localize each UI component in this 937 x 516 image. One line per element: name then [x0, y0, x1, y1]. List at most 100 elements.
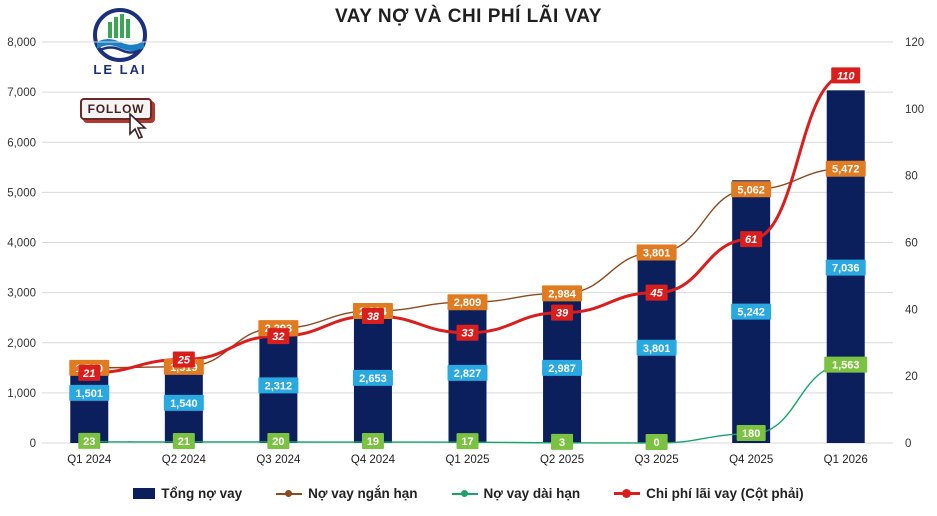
interest-expense-label-text: 33	[461, 328, 473, 340]
right-axis: 0 20 40 60 80 100 120	[905, 37, 924, 450]
left-tick-label: 6,000	[7, 137, 36, 149]
interest-expense-label-bg	[172, 351, 195, 368]
bars-layer	[70, 90, 865, 444]
follow-button[interactable]: FOLLOW	[80, 98, 152, 120]
long-term-debt-label-text: 180	[742, 428, 760, 440]
long-term-debt-label-text: 20	[272, 436, 284, 448]
interest-expense-label-text: 38	[367, 311, 380, 323]
total-debt-label: 3,801	[636, 339, 677, 356]
legend-label: Nợ vay ngắn hạn	[308, 486, 418, 501]
left-axis: 0 1,000 2,000 3,000 4,000 5,000 6,000 7,000 8,00…	[7, 37, 36, 450]
right-tick-label: 100	[905, 104, 924, 116]
long-term-debt-label-bg	[78, 432, 101, 449]
left-tick-label: 7,000	[7, 87, 36, 99]
legend-line-swatch	[614, 488, 641, 499]
total-debt-label-text: 2,653	[359, 373, 387, 385]
interest-expense-label-bg	[456, 324, 479, 341]
short-term-debt-label-text: 5,062	[737, 184, 765, 196]
total-debt-label-bg	[352, 369, 393, 386]
total-debt-label: 2,987	[542, 359, 583, 376]
short-term-debt-label-text: 3,801	[643, 247, 671, 259]
legend-item-total-debt: Tổng nợ vay	[133, 486, 242, 501]
total-debt-label-text: 7,036	[832, 263, 860, 275]
long-term-debt-label-bg	[824, 356, 868, 373]
long-term-debt-label-bg	[551, 433, 574, 450]
long-term-debt-label: 23	[78, 432, 101, 449]
total-debt-label-bg	[69, 384, 110, 401]
category-label: Q3 2025	[635, 454, 679, 466]
legend-item-long-term: Nợ vay dài hạn	[451, 486, 581, 501]
long-term-debt-label-text: 1,563	[832, 360, 860, 372]
total-debt-label-bg	[447, 364, 488, 381]
legend-item-interest-expense: Chi phí lãi vay (Cột phải)	[614, 486, 804, 501]
left-tick-label: 8,000	[7, 37, 36, 49]
right-tick-label: 60	[905, 238, 918, 250]
short-term-debt-label: 3,801	[636, 244, 677, 261]
total-debt-label-bg	[258, 377, 299, 394]
interest-expense-label: 25	[172, 351, 195, 368]
long-term-debt-label: 21	[172, 432, 195, 449]
long-term-debt-label: 17	[456, 433, 479, 450]
category-label: Q2 2025	[540, 454, 584, 466]
total-debt-label-bg	[542, 359, 583, 376]
interest-expense-label-text: 110	[837, 70, 855, 82]
chart-title: VAY NỢ VÀ CHI PHÍ LÃI VAY	[335, 6, 602, 27]
interest-expense-label-bg	[740, 231, 763, 248]
data-labels-layer: 1,501 1,540 2,312 2,653 2,827 2,987 3,801 5,242…	[69, 67, 868, 450]
short-term-debt-label-text: 2,809	[454, 297, 482, 309]
short-term-debt-label: 2,809	[447, 294, 488, 311]
short-term-debt-label-text: 5,472	[832, 164, 860, 176]
short-term-debt-label-bg	[636, 244, 677, 261]
left-tick-label: 3,000	[7, 288, 36, 300]
long-term-debt-label-text: 23	[83, 436, 95, 448]
left-tick-label: 4,000	[7, 238, 36, 250]
interest-expense-label-bg	[551, 304, 574, 321]
x-axis-categories: Q1 2024 Q2 2024 Q3 2024 Q4 2024 Q1 2025 Q2 20…	[67, 454, 868, 466]
long-term-debt-label-text: 3	[559, 437, 565, 449]
interest-expense-label-text: 39	[556, 308, 569, 320]
long-term-debt-label: 19	[361, 433, 384, 450]
total-debt-label-bg	[163, 394, 204, 411]
right-tick-label: 80	[905, 171, 918, 183]
legend-line-swatch	[451, 488, 478, 499]
interest-expense-label-text: 32	[272, 331, 284, 343]
logo-text: LE LAI	[93, 62, 147, 77]
left-tick-label: 0	[30, 438, 36, 450]
long-term-debt-label: 20	[267, 432, 290, 449]
category-label: Q1 2026	[824, 454, 868, 466]
interest-expense-label: 45	[645, 284, 668, 301]
short-term-debt-label: 5,472	[825, 160, 866, 177]
category-label: Q2 2024	[162, 454, 207, 466]
interest-expense-label-text: 61	[745, 234, 757, 246]
legend-label: Tổng nợ vay	[161, 486, 243, 501]
short-term-debt-label-bg	[542, 285, 583, 302]
total-debt-label: 2,827	[447, 364, 488, 381]
legend-bar-swatch	[133, 488, 156, 499]
long-term-debt-label-text: 17	[461, 436, 473, 448]
total-debt-label-text: 1,540	[170, 398, 198, 410]
total-debt-label-bg	[731, 303, 772, 320]
category-label: Q1 2025	[445, 454, 489, 466]
long-term-debt-label-bg	[267, 432, 290, 449]
left-tick-label: 5,000	[7, 187, 36, 199]
total-debt-label: 2,653	[352, 369, 393, 386]
interest-expense-label: 38	[361, 308, 384, 325]
total-debt-label-text: 2,987	[548, 363, 576, 375]
interest-expense-label-bg	[361, 308, 384, 325]
legend-label: Nợ vay dài hạn	[483, 486, 581, 501]
total-debt-label: 1,501	[69, 384, 110, 401]
total-debt-label: 7,036	[825, 259, 866, 276]
left-tick-label: 1,000	[7, 388, 36, 400]
long-term-debt-label: 3	[551, 433, 574, 450]
category-label: Q4 2024	[351, 454, 396, 466]
interest-expense-label: 110	[831, 67, 861, 84]
long-term-debt-label-bg	[736, 424, 766, 441]
long-term-debt-label-bg	[172, 432, 195, 449]
short-term-debt-label-bg	[825, 160, 866, 177]
category-label: Q4 2025	[729, 454, 773, 466]
follow-button-label: FOLLOW	[87, 102, 145, 116]
legend-line-swatch	[276, 488, 303, 499]
interest-expense-label-bg	[831, 67, 861, 84]
legend-label: Chi phí lãi vay (Cột phải)	[646, 486, 804, 501]
